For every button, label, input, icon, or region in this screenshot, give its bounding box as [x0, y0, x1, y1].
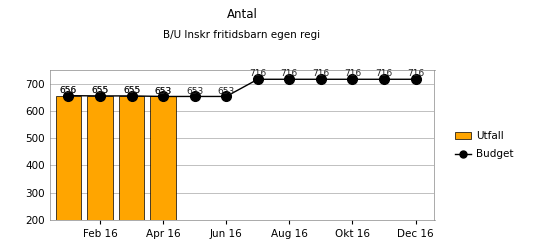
Text: 716: 716	[280, 70, 298, 78]
Text: 716: 716	[407, 70, 424, 78]
Text: 716: 716	[344, 70, 361, 78]
Text: 656: 656	[60, 86, 77, 95]
Text: 656: 656	[60, 86, 77, 95]
Text: 655: 655	[91, 86, 108, 95]
Text: 716: 716	[249, 70, 266, 78]
Bar	[151, 96, 176, 220]
Text: 653: 653	[186, 87, 204, 96]
Text: 653: 653	[155, 87, 172, 96]
Text: 655: 655	[123, 86, 140, 95]
Text: B/U Inskr fritidsbarn egen regi: B/U Inskr fritidsbarn egen regi	[163, 30, 321, 40]
Text: 655: 655	[123, 86, 140, 95]
Text: 653: 653	[155, 87, 172, 96]
Text: 716: 716	[312, 70, 329, 78]
Text: Antal: Antal	[227, 8, 257, 20]
Bar	[56, 96, 81, 220]
Text: 655: 655	[91, 86, 108, 95]
Bar	[119, 96, 144, 220]
Bar	[87, 96, 113, 220]
Legend: Utfall, Budget: Utfall, Budget	[455, 131, 514, 159]
Text: 716: 716	[376, 70, 393, 78]
Text: 653: 653	[218, 87, 235, 96]
